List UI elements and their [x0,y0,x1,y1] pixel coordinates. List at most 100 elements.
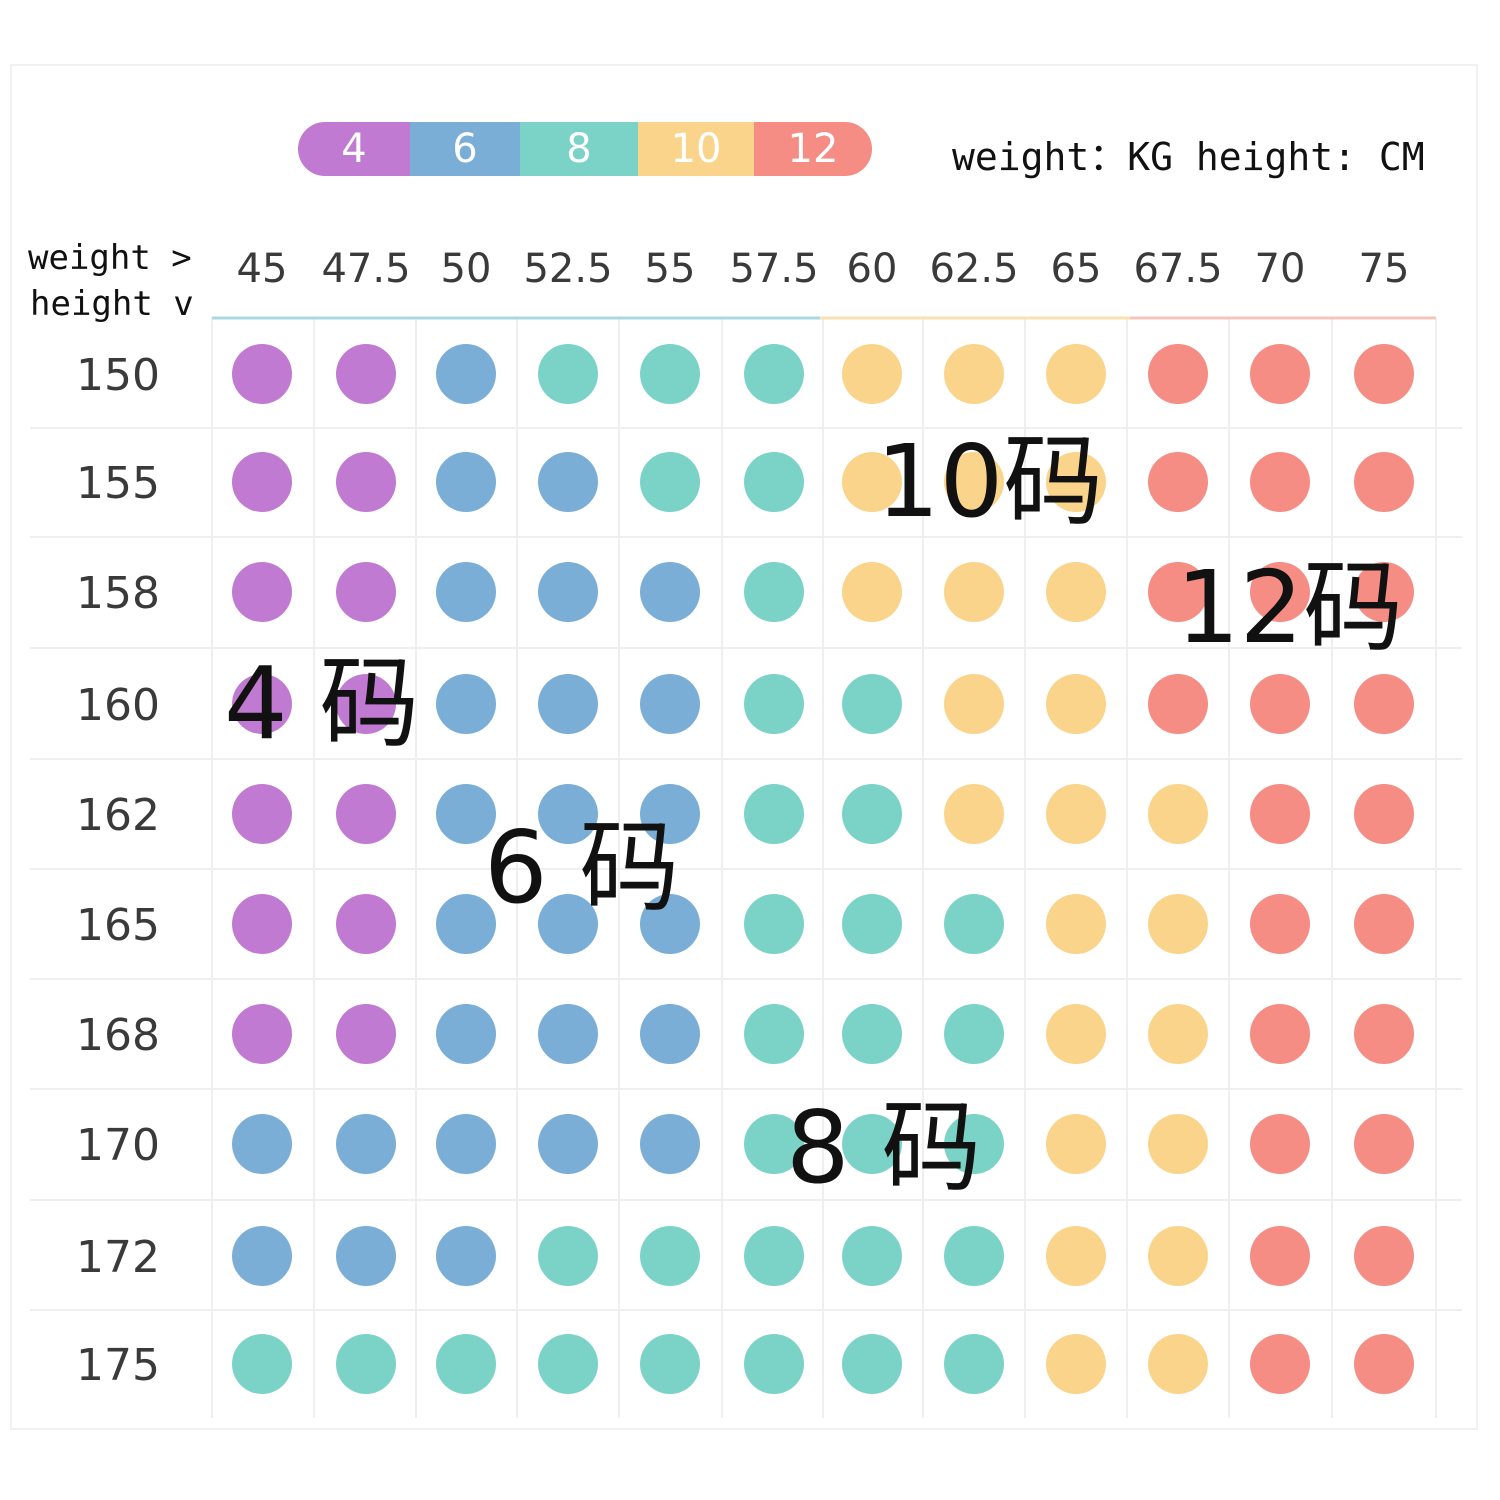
height-tick: 172 [76,1232,160,1283]
size-dot [744,674,804,734]
size-dot [538,1004,598,1064]
size-dot [1250,452,1310,512]
size-dot [842,1004,902,1064]
size-dot [336,1334,396,1394]
size-dot [744,894,804,954]
size-dot [436,1334,496,1394]
height-axis-caption: height v [30,284,194,324]
size-dot [336,344,396,404]
size-dot [1046,1004,1106,1064]
size-dot [336,674,396,734]
size-dot [336,1114,396,1174]
legend-swatch-8: 8 [520,122,638,176]
size-dot [232,784,292,844]
size-dot [336,452,396,512]
size-dot [1250,1004,1310,1064]
weight-tick: 55 [645,246,696,292]
size-dot [842,784,902,844]
weight-tick: 45 [237,246,288,292]
annotation-size-6: 6 码 [484,809,680,926]
height-tick: 155 [76,458,160,509]
size-dot [1250,784,1310,844]
size-dot [232,452,292,512]
size-dot [1354,894,1414,954]
size-dot [538,1114,598,1174]
legend-swatch-10: 10 [638,122,754,176]
size-dot [944,1226,1004,1286]
size-legend: 4 6 8 10 12 [298,122,872,176]
height-tick: 162 [76,790,160,841]
size-dot [1354,1226,1414,1286]
weight-tick: 52.5 [523,246,612,292]
size-dot [1250,894,1310,954]
size-dot [538,784,598,844]
size-dot [538,674,598,734]
size-dot [1046,452,1106,512]
size-dot [744,784,804,844]
size-dot [336,562,396,622]
weight-tick: 47.5 [321,246,410,292]
size-dot [1354,1114,1414,1174]
size-dot [944,674,1004,734]
size-dot [436,1004,496,1064]
legend-swatch-4: 4 [298,122,410,176]
size-dot [1046,344,1106,404]
size-dot [944,562,1004,622]
height-tick: 158 [76,568,160,619]
size-dot [436,344,496,404]
size-dot [1046,1114,1106,1174]
size-dot [640,562,700,622]
height-tick: 175 [76,1340,160,1391]
size-dot [336,1226,396,1286]
weight-tick: 60 [847,246,898,292]
size-dot [944,784,1004,844]
size-dot [436,562,496,622]
size-dot [744,562,804,622]
size-dot [538,562,598,622]
size-dot [744,1334,804,1394]
size-dot [640,1114,700,1174]
weight-tick: 62.5 [929,246,1018,292]
size-dot [1354,674,1414,734]
size-dot [1148,1114,1208,1174]
size-dot [1354,1004,1414,1064]
size-dot [640,674,700,734]
size-dot [1148,1226,1208,1286]
size-dot [744,1004,804,1064]
height-tick: 168 [76,1010,160,1061]
size-dot [232,1114,292,1174]
size-dot [538,452,598,512]
weight-tick: 75 [1359,246,1410,292]
size-dot [640,1226,700,1286]
size-dot [1354,562,1414,622]
size-dot [232,1334,292,1394]
size-dot [538,344,598,404]
size-dot [1046,894,1106,954]
size-dot [1148,344,1208,404]
annotation-size-12: 12码 [1176,549,1404,666]
weight-axis-caption: weight > [28,238,192,278]
size-dot [1148,1004,1208,1064]
legend-swatch-12: 12 [754,122,872,176]
size-dot [1354,344,1414,404]
size-dot [944,1004,1004,1064]
size-dot [336,894,396,954]
weight-tick: 57.5 [729,246,818,292]
size-dot [232,674,292,734]
height-tick: 165 [76,900,160,951]
size-dot [232,562,292,622]
size-dot [744,1114,804,1174]
size-dot [232,344,292,404]
size-dot [1046,1334,1106,1394]
size-dot [744,452,804,512]
size-dot [232,1226,292,1286]
size-dot [1250,1114,1310,1174]
size-dot [944,1114,1004,1174]
size-dot [538,1226,598,1286]
size-dot [640,784,700,844]
size-dot [842,674,902,734]
size-dot [744,344,804,404]
size-dot [640,452,700,512]
size-dot [436,674,496,734]
size-dot [336,784,396,844]
